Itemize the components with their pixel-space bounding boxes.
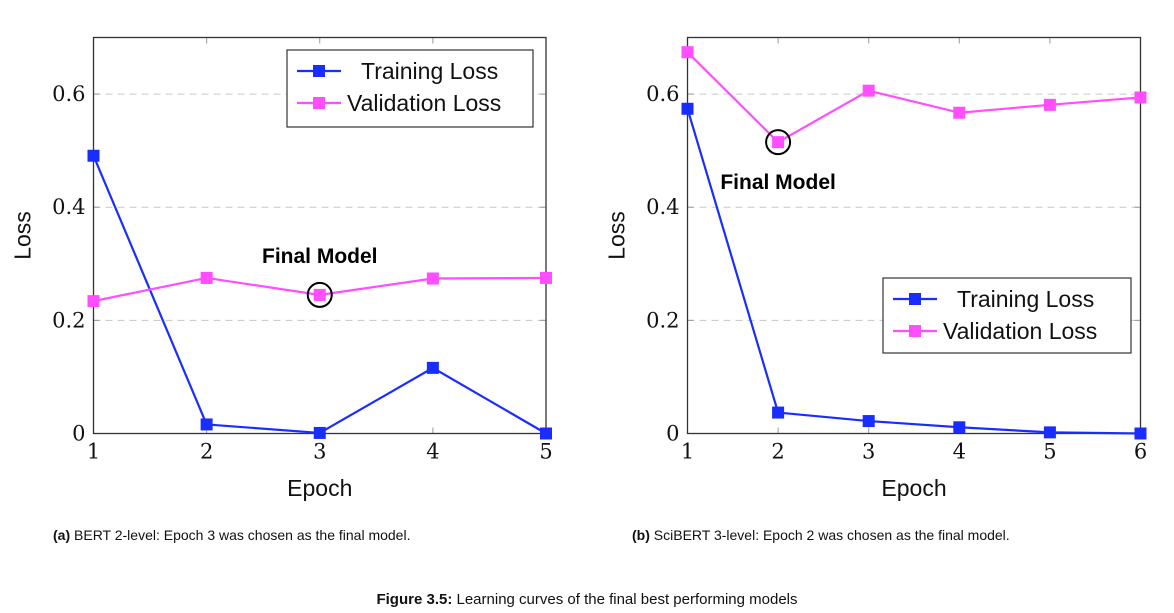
validation-loss-point [862,84,875,97]
plot-frame [686,36,1142,435]
y-tick-label: 0.4 [52,195,85,219]
final-model-label: Final Model [720,171,836,194]
y-tick-label: 0.6 [52,82,85,106]
training-loss-point [772,406,785,419]
training-loss-point [87,149,100,162]
y-tick-label: 0 [666,422,679,446]
subcaption-b: (b) SciBERT 3-level: Epoch 2 was chosen … [632,527,1010,543]
validation-loss-line [686,51,1141,144]
training-loss-point [681,102,694,115]
subcaption-b-tag: (b) [632,527,650,543]
figure-caption: Figure 3.5: Learning curves of the final… [0,591,1174,608]
figure-caption-text: Learning curves of the final best perfor… [452,591,798,608]
x-tick-label: 4 [426,440,439,464]
validation-loss-point [1134,91,1147,104]
legend-validation-loss-label: Validation Loss [347,90,501,116]
legend-training-loss-label: Training Loss [957,286,1094,312]
legend-training-loss-marker [909,293,921,305]
validation-loss-point [87,295,100,308]
x-tick-label: 2 [771,440,784,464]
validation-loss-point [540,271,552,284]
y-tick-label: 0.2 [52,308,85,332]
legend-validation-loss-marker [313,97,325,109]
validation-loss-point [313,288,326,301]
validation-loss-point [681,46,694,59]
x-tick-label: 1 [681,440,694,464]
training-loss-point [313,426,326,439]
legend-training-loss-label: Training Loss [361,58,498,84]
training-loss-point [862,415,875,428]
legend: Training Loss Validation Loss [286,49,534,128]
figure-label: Figure 3.5: [376,591,453,608]
x-tick-label: 6 [1134,440,1147,464]
legend: Training Loss Validation Loss [882,277,1132,354]
subcaption-a: (a) BERT 2-level: Epoch 3 was chosen as … [53,527,410,543]
subcaption-b-text: SciBERT 3-level: Epoch 2 was chosen as t… [649,527,1010,543]
x-tick-label: 1 [87,440,100,464]
subcaption-a-text: BERT 2-level: Epoch 3 was chosen as the … [70,527,411,543]
legend-validation-loss-label: Validation Loss [943,318,1097,344]
x-tick-label: 5 [1043,440,1056,464]
legend-validation-loss-marker [909,325,921,337]
training-loss-point [1043,426,1056,439]
legend-box [286,49,534,128]
training-loss-point [540,427,552,440]
y-axis-label: Loss [604,211,630,260]
validation-loss-point [200,271,213,284]
training-loss-point [1134,427,1147,440]
x-tick-label: 2 [200,440,213,464]
training-loss-line [686,108,1141,435]
validation-loss-point [1043,98,1056,111]
validation-loss-point [772,136,785,149]
validation-loss-point [953,106,966,119]
x-tick-label: 5 [539,440,552,464]
final-model-label: Final Model [262,245,378,268]
validation-loss-point [426,272,439,285]
final-model-circle [765,129,792,156]
final-model-circle [306,281,333,308]
chart-a: 1 2 3 4 5 0 0.2 0.4 0.6 Epoch Loss Final Model Train… [10,36,553,501]
training-loss-point [426,361,439,374]
x-axis-label: Epoch [287,475,352,501]
x-tick-label: 3 [313,440,326,464]
chart-b: 1 2 3 4 5 6 0 0.2 0.4 0.6 Epoch Loss Final Model Trai… [604,36,1147,501]
y-tick-label: 0.4 [646,195,679,219]
y-tick-label: 0.6 [646,82,679,106]
legend-training-loss-marker [313,65,325,77]
subcaption-a-tag: (a) [53,527,71,543]
y-tick-label: 0.2 [646,308,679,332]
training-loss-point [200,418,213,431]
y-tick-label: 0 [72,422,85,446]
x-tick-label: 4 [953,440,966,464]
x-tick-label: 3 [862,440,875,464]
legend-box [882,277,1132,354]
training-loss-point [953,421,966,434]
x-axis-label: Epoch [881,475,946,501]
y-axis-label: Loss [10,211,36,260]
